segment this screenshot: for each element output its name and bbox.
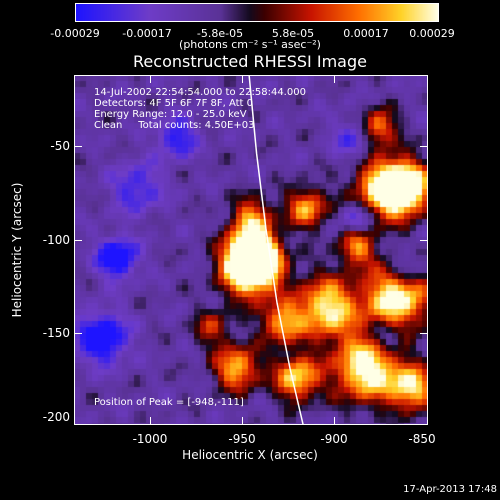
tick-mark [150,75,151,83]
tick-mark [242,417,243,425]
heatmap-plot-area: 14-Jul-2002 22:54:54.000 to 22:58:44.000… [74,75,428,425]
annotation-energy-range: Energy Range: 12.0 - 25.0 keV [94,109,247,120]
heatmap-image [74,75,428,425]
solar-limb-curve [248,75,304,425]
tick-mark [334,75,335,83]
colorbar-tick: 0.00017 [343,27,389,40]
colorbar-tick: -0.00017 [122,27,172,40]
peak-position-label: Position of Peak = [-948,-111] [94,397,244,408]
x-axis-label: Heliocentric X (arcsec) [182,448,318,462]
tick-mark [150,417,151,425]
solar-limb-overlay [248,75,304,425]
x-tick-label: -1000 [132,432,168,446]
chart-title: Reconstructed RHESSI Image [133,52,367,71]
y-tick-label: -50 [50,139,70,153]
colorbar-tick: 0.00029 [409,27,455,40]
colorbar-units: (photons cm⁻² s⁻¹ asec⁻²) [179,38,321,51]
colorbar-tick: -0.00029 [50,27,100,40]
render-timestamp: 17-Apr-2013 17:48 [403,484,497,495]
y-tick-label: -150 [42,326,70,340]
annotation-detectors: Detectors: 4F 5F 6F 7F 8F, Att 0 [94,98,254,109]
tick-mark [74,240,82,241]
colorbar-tick: -5.8e-05 [196,27,244,40]
tick-mark [420,146,428,147]
tick-mark [242,75,243,83]
y-tick-label: -100 [42,233,70,247]
y-tick-label: -200 [42,410,70,424]
tick-mark [420,333,428,334]
colorbar-tick: 5.8e-05 [271,27,315,40]
annotation-time-range: 14-Jul-2002 22:54:54.000 to 22:58:44.000 [94,87,306,98]
tick-mark [74,333,82,334]
x-tick-label: -900 [320,432,348,446]
x-tick-label: -850 [408,432,436,446]
y-axis-label: Heliocentric Y (arcsec) [10,182,24,318]
tick-mark [334,417,335,425]
x-tick-label: -950 [228,432,256,446]
annotation-clean-counts: Clean Total counts: 4.50E+03 [94,120,255,131]
color-bar [75,3,439,22]
tick-mark [420,240,428,241]
tick-mark [74,146,82,147]
